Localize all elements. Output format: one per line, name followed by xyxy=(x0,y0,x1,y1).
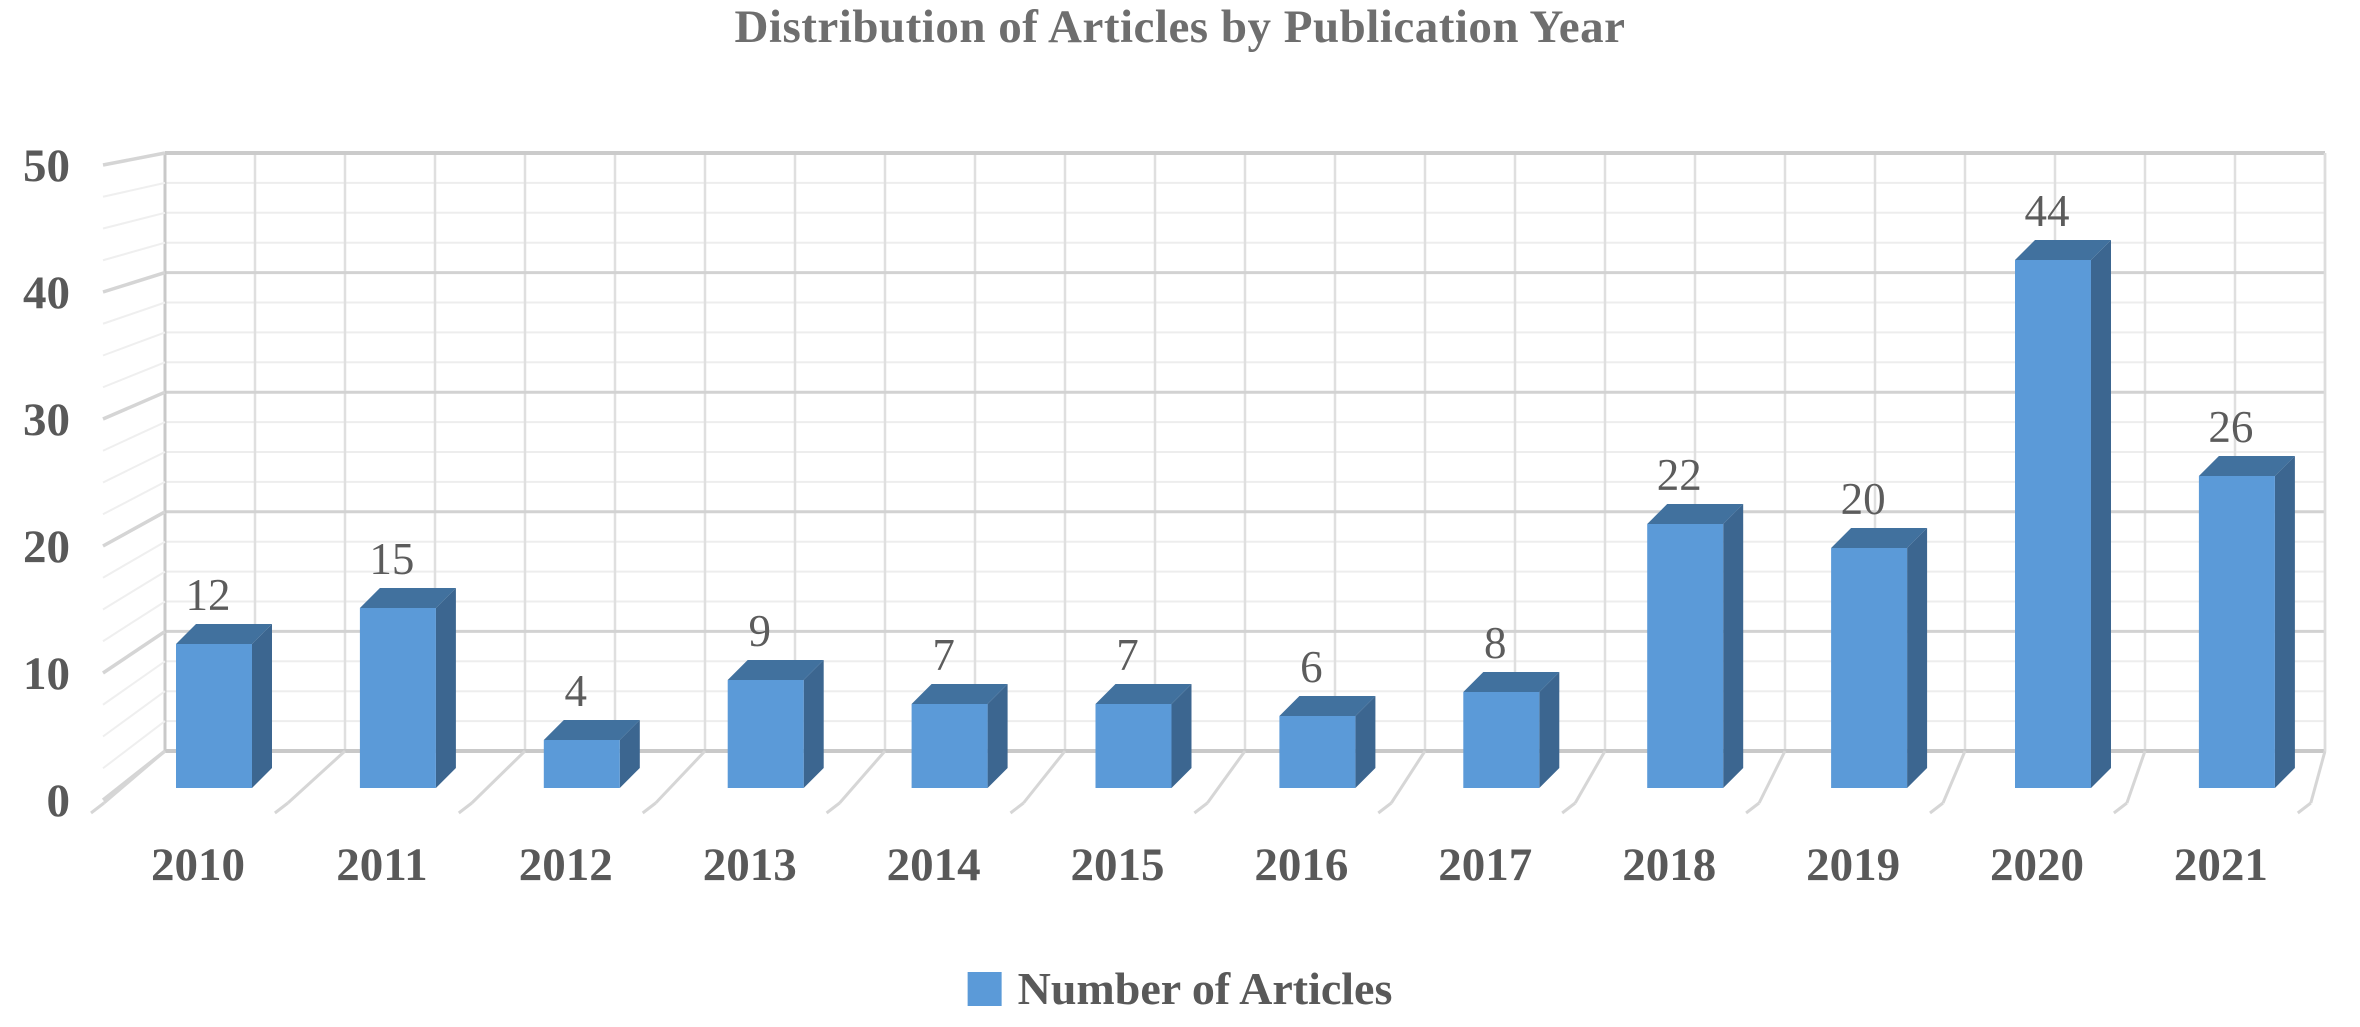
bar-2021: 26 xyxy=(2198,402,2295,788)
bar-front-face xyxy=(1831,548,1908,788)
bar-side-face xyxy=(2091,240,2111,788)
bar-front-face xyxy=(359,608,436,788)
bar-front-face xyxy=(911,704,988,788)
bar-value-label: 8 xyxy=(1484,618,1507,668)
bar-side-face xyxy=(1907,528,1928,788)
bar-value-label: 20 xyxy=(1841,474,1886,524)
bar-side-face xyxy=(252,624,272,788)
y-tick-label: 50 xyxy=(23,140,70,192)
bar-front-face xyxy=(1463,692,1540,788)
bar-value-label: 4 xyxy=(565,666,588,716)
bar-top-face xyxy=(2198,456,2295,476)
bars: 12 15 4 9 7 7 6 8 22 20 44 26 xyxy=(176,186,2295,788)
bar-value-label: 7 xyxy=(932,630,955,680)
bar-front-face xyxy=(727,680,804,788)
bar-value-label: 6 xyxy=(1300,642,1323,692)
bar-value-label: 12 xyxy=(186,570,231,620)
bar-top-face xyxy=(1831,528,1928,548)
y-tick-label: 0 xyxy=(47,775,71,827)
legend-label: Number of Articles xyxy=(1017,963,1393,1014)
bar-front-face xyxy=(543,740,620,788)
bar-top-face xyxy=(1647,504,1744,524)
bar-front-face xyxy=(176,644,252,788)
bar-2013: 9 xyxy=(727,606,824,788)
x-tick-label: 2019 xyxy=(1806,839,1900,891)
bar-value-label: 26 xyxy=(2208,402,2253,452)
bar-side-face xyxy=(2274,456,2295,788)
x-tick-label: 2017 xyxy=(1438,839,1532,891)
bar-top-face xyxy=(2015,240,2111,260)
chart-title: Distribution of Articles by Publication … xyxy=(734,1,1626,53)
bar-top-face xyxy=(727,660,824,680)
bar-side-face xyxy=(803,660,824,788)
y-tick-label: 10 xyxy=(23,648,70,700)
bar-top-face xyxy=(911,684,1008,704)
bar-side-face xyxy=(987,684,1008,788)
x-axis-labels: 2010 2011 2012 2013 2014 2015 2016 2017 2018 2019… xyxy=(151,839,2268,891)
bar-2018: 22 xyxy=(1647,450,1744,788)
bar-2012: 4 xyxy=(543,666,640,788)
bar-value-label: 9 xyxy=(748,606,771,656)
y-tick-label: 20 xyxy=(23,521,70,573)
x-tick-label: 2015 xyxy=(1071,839,1165,891)
y-tick-label: 40 xyxy=(23,267,70,319)
bar-side-face xyxy=(1171,684,1192,788)
bar-2010: 12 xyxy=(176,570,272,788)
bar-side-face xyxy=(619,720,640,788)
back-wall-grid xyxy=(163,151,2327,753)
bar-2017: 8 xyxy=(1463,618,1560,788)
side-wall-grid xyxy=(101,151,167,802)
x-tick-label: 2020 xyxy=(1990,839,2084,891)
x-tick-label: 2016 xyxy=(1254,839,1348,891)
bar-2020: 44 xyxy=(2015,186,2111,788)
bar-side-face xyxy=(1355,696,1376,788)
bar-side-face xyxy=(1539,672,1560,788)
x-tick-label: 2010 xyxy=(151,839,245,891)
bar-top-face xyxy=(359,588,456,608)
bar-value-label: 7 xyxy=(1116,630,1139,680)
legend-swatch-icon xyxy=(967,972,1002,1006)
bar-2015: 7 xyxy=(1095,630,1192,788)
bar-top-face xyxy=(1095,684,1192,704)
x-tick-label: 2013 xyxy=(703,839,797,891)
chart-legend: Number of Articles xyxy=(967,963,1393,1014)
bar-value-label: 44 xyxy=(2025,186,2070,236)
bar-2011: 15 xyxy=(359,534,456,788)
bar-front-face xyxy=(1647,524,1724,788)
bar-front-face xyxy=(1095,704,1172,788)
bar-value-label: 22 xyxy=(1657,450,1702,500)
bar-top-face xyxy=(543,720,640,740)
x-tick-label: 2011 xyxy=(336,839,427,891)
y-axis-labels: 0 10 20 30 40 50 xyxy=(23,140,70,827)
x-tick-label: 2012 xyxy=(519,839,613,891)
x-tick-label: 2018 xyxy=(1622,839,1716,891)
bar-top-face xyxy=(1463,672,1560,692)
bar-value-label: 15 xyxy=(369,534,414,584)
bar-top-face xyxy=(1279,696,1376,716)
bar-front-face xyxy=(1279,716,1356,788)
bar-top-face xyxy=(176,624,272,644)
y-tick-label: 30 xyxy=(23,394,70,446)
x-tick-label: 2014 xyxy=(887,839,981,891)
floor-grid xyxy=(90,749,2327,815)
bar-2016: 6 xyxy=(1279,642,1376,788)
bar-side-face xyxy=(435,588,456,788)
bar-front-face xyxy=(2198,476,2275,788)
bar-2014: 7 xyxy=(911,630,1008,788)
bar-side-face xyxy=(1723,504,1744,788)
bar-2019: 20 xyxy=(1831,474,1928,788)
bar-front-face xyxy=(2015,260,2091,788)
x-tick-label: 2021 xyxy=(2174,839,2268,891)
